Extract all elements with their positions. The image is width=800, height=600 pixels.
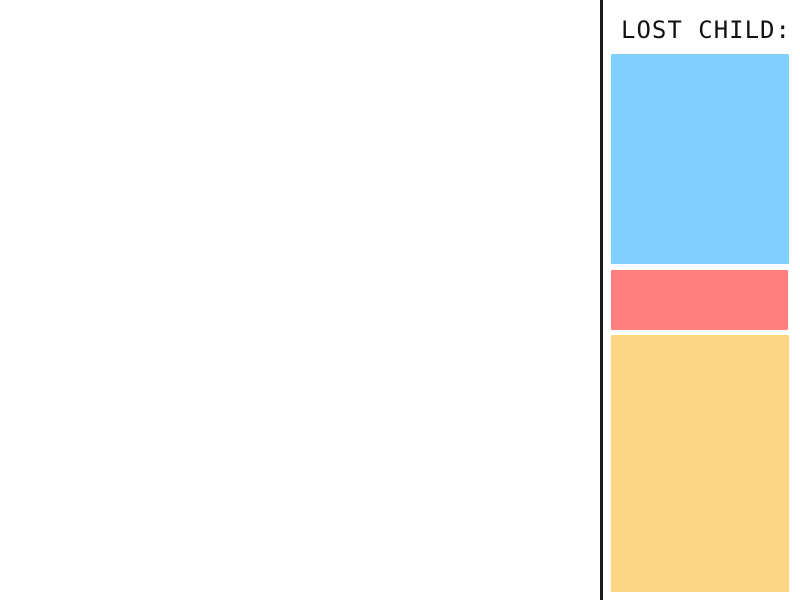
panel-divider	[600, 0, 603, 600]
play-area[interactable]	[0, 0, 600, 600]
head-color-swatch	[611, 54, 789, 264]
legs-color-swatch	[611, 335, 789, 592]
lost-child-panel: LOST CHILD:	[603, 0, 800, 600]
torso-color-swatch	[611, 270, 788, 330]
panel-title: LOST CHILD:	[621, 16, 791, 44]
